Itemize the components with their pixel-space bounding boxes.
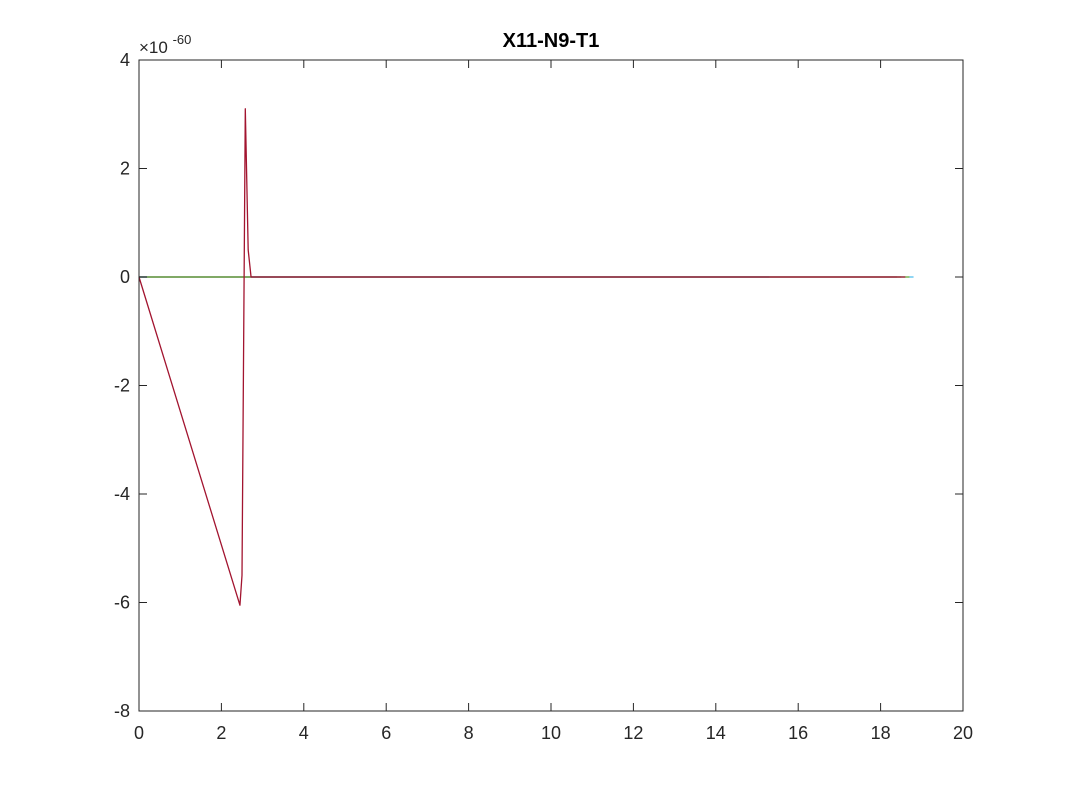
series-layer [138, 108, 914, 606]
x-tick-label: 20 [953, 723, 973, 743]
x-tick-label: 12 [623, 723, 643, 743]
y-tick-label: -4 [114, 484, 130, 504]
x-tick-label: 10 [541, 723, 561, 743]
y-tick-label: 4 [120, 50, 130, 70]
y-tick-label: 0 [120, 267, 130, 287]
y-tick-label: -2 [114, 376, 130, 396]
y-tick-label: -8 [114, 701, 130, 721]
x-tick-label: 2 [216, 723, 226, 743]
x-tick-label: 6 [381, 723, 391, 743]
tick-layer: 0 2 4 6 8 10 12 14 16 18 20 -8 -6 -4 -2 0 2 4 [114, 50, 973, 743]
x-tick-label: 8 [464, 723, 474, 743]
chart-title: X11-N9-T1 [503, 30, 600, 52]
x-tick-label: 14 [706, 723, 726, 743]
x-tick-label: 18 [871, 723, 891, 743]
y-tick-label: 2 [120, 159, 130, 179]
x-tick-label: 4 [299, 723, 309, 743]
x-tick-label: 0 [134, 723, 144, 743]
series-line [138, 108, 906, 606]
x-tick-label: 16 [788, 723, 808, 743]
y-tick-label: -6 [114, 593, 130, 613]
y-axis-exponent-power: -60 [173, 32, 192, 47]
y-axis-exponent: ×10 -60 [139, 32, 191, 57]
y-axis-exponent-base: ×10 [139, 38, 168, 57]
